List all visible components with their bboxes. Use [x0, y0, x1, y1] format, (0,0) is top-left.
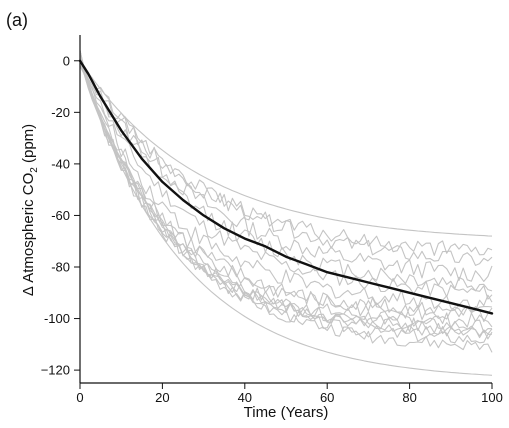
y-axis-ticks: 0 -20 -40 -60 -80 -100 −120 — [41, 53, 80, 378]
y-tick-label-6: −120 — [41, 363, 70, 378]
ensemble-line-8 — [79, 58, 493, 323]
ensemble-line-6 — [79, 50, 493, 334]
panel-label: (a) — [6, 10, 28, 30]
x-tick-label-2: 40 — [238, 390, 252, 405]
mean-line — [78, 59, 494, 315]
ensemble-lines — [79, 50, 493, 376]
x-axis-title: Time (Years) — [244, 404, 329, 421]
ensemble-line-15 — [79, 50, 493, 256]
ensemble-line-12 — [79, 50, 493, 292]
ensemble-line-7 — [79, 65, 493, 329]
y-axis-title: Δ Atmospheric CO2 (ppm) — [20, 124, 40, 296]
y-tick-label-5: -100 — [44, 311, 70, 326]
ensemble-line-14 — [79, 57, 493, 266]
mean-line-layer — [78, 59, 494, 315]
y-axis-title-suffix: (ppm) — [20, 124, 37, 167]
y-tick-label-4: -80 — [51, 260, 70, 275]
ensemble-line-13 — [79, 65, 493, 282]
y-tick-label-2: -40 — [51, 156, 70, 171]
x-tick-label-1: 20 — [155, 390, 169, 405]
y-axis-title-prefix: Δ Atmospheric CO — [20, 173, 37, 296]
x-tick-label-5: 100 — [481, 390, 503, 405]
ensemble-line-9 — [79, 50, 493, 318]
ensemble-line-16 — [79, 65, 493, 237]
ensemble-line-11 — [79, 58, 493, 300]
x-tick-label-3: 60 — [320, 390, 334, 405]
x-axis-ticks: 0 20 40 60 80 100 — [76, 383, 503, 405]
y-tick-label-0: 0 — [63, 53, 70, 68]
y-tick-label-1: -20 — [51, 105, 70, 120]
ensemble-line-4 — [79, 65, 493, 340]
y-axis-title-subscript: 2 — [29, 167, 40, 173]
y-tick-label-3: -60 — [51, 208, 70, 223]
x-tick-label-0: 0 — [76, 390, 83, 405]
x-tick-label-4: 80 — [402, 390, 416, 405]
ensemble-line-5 — [79, 58, 493, 337]
